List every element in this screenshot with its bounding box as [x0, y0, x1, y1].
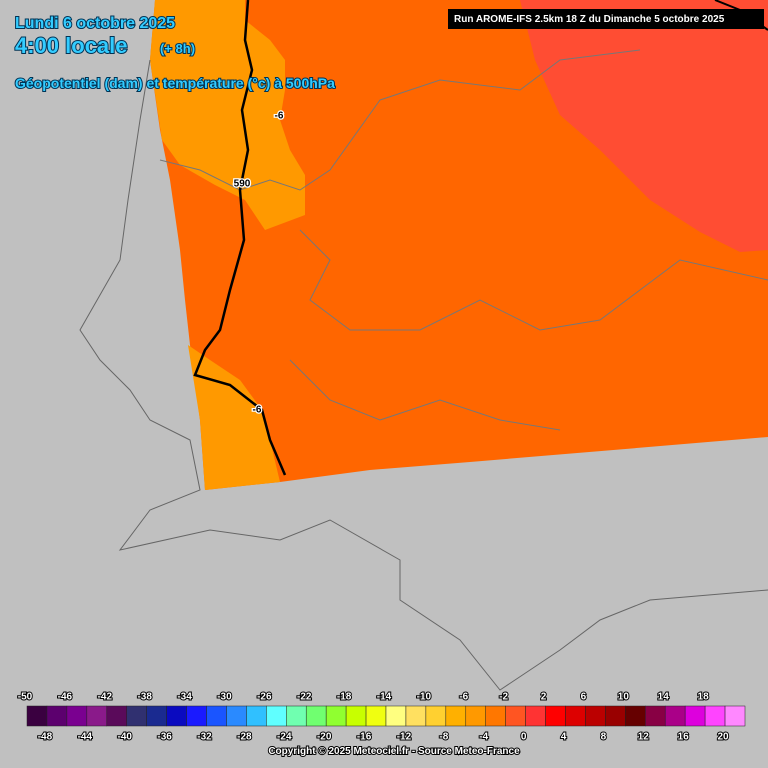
colorbar-swatch [545, 705, 566, 727]
parameter: Géopotentiel (dam) et température (°c) à… [15, 75, 335, 91]
colorbar-label: -32 [197, 732, 212, 743]
colorbar-label: -40 [117, 732, 132, 743]
colorbar-swatch [684, 705, 706, 727]
map-label: -6 [275, 111, 284, 122]
forecast-time: 4:00 locale [15, 33, 128, 58]
colorbar-swatch [525, 705, 546, 727]
colorbar-label: -22 [297, 692, 312, 703]
colorbar-swatch [625, 705, 646, 727]
colorbar-label: 10 [618, 692, 630, 703]
colorbar-label: 16 [678, 732, 690, 743]
colorbar-label: -38 [137, 692, 152, 703]
region-border [289, 359, 561, 431]
colorbar-swatch [166, 705, 187, 727]
lead-time: (+ 8h) [160, 41, 195, 56]
colorbar-label: -12 [397, 732, 412, 743]
colorbar-label: -50 [18, 692, 33, 703]
colorbar-swatch [385, 705, 407, 727]
colorbar-swatch [405, 705, 427, 727]
colorbar-swatch [664, 705, 686, 727]
colorbar-swatch [66, 705, 88, 727]
colorbar-label: -2 [499, 692, 508, 703]
colorbar-label: -16 [357, 732, 372, 743]
colorbar-swatch [246, 705, 267, 727]
colorbar-swatch [206, 705, 227, 727]
colorbar-swatch [704, 705, 726, 727]
colorbar-swatch [505, 705, 526, 727]
run-info: Run AROME-IFS 2.5km 18 Z du Dimanche 5 o… [454, 14, 725, 25]
colorbar-label: 18 [698, 692, 710, 703]
colorbar: -50-48-46-44-42-40-38-36-34-32-30-28-26-… [17, 691, 746, 744]
colorbar-swatch [106, 705, 127, 727]
colorbar-swatch [345, 705, 367, 727]
colorbar-swatch [425, 705, 447, 727]
colorbar-swatch [266, 705, 287, 727]
colorbar-swatch [445, 705, 467, 727]
region-border [159, 49, 641, 191]
colorbar-label: 6 [581, 692, 587, 703]
forecast-date: Lundi 6 octobre 2025 [15, 15, 175, 32]
colorbar-label: -6 [459, 692, 468, 703]
colorbar-label: 12 [638, 732, 650, 743]
temp-zone-minus-6-south [188, 345, 280, 490]
colorbar-label: -28 [237, 732, 252, 743]
colorbar-label: 8 [601, 732, 607, 743]
map-label: -6 [253, 405, 262, 416]
colorbar-swatch [585, 705, 606, 727]
copyright: Copyright © 2025 Meteociel.fr - Source M… [268, 746, 520, 757]
colorbar-label: -46 [58, 692, 73, 703]
colorbar-swatch [126, 705, 147, 727]
colorbar-label: -34 [177, 692, 192, 703]
temp-zone-minus-6 [150, 0, 305, 230]
colorbar-label: -30 [217, 692, 232, 703]
colorbar-swatch [365, 705, 387, 727]
colorbar-swatch [325, 705, 347, 727]
colorbar-label: -26 [257, 692, 272, 703]
map-label: 590 [234, 179, 251, 190]
colorbar-label: -24 [277, 732, 292, 743]
run-box [448, 9, 764, 29]
colorbar-swatch [186, 705, 207, 727]
country-border [193, 0, 287, 476]
temp-zone-minus-2 [520, 0, 768, 252]
colorbar-label: 14 [658, 692, 670, 703]
colorbar-label: -10 [417, 692, 432, 703]
colorbar-label: -14 [377, 692, 392, 703]
colorbar-label: -20 [317, 732, 332, 743]
colorbar-swatch [305, 705, 327, 727]
colorbar-label: -44 [78, 732, 93, 743]
colorbar-swatch [645, 705, 666, 727]
colorbar-label: -8 [439, 732, 448, 743]
coastline [79, 59, 768, 691]
colorbar-swatch [465, 705, 486, 727]
colorbar-swatch [605, 705, 626, 727]
colorbar-label: 20 [717, 732, 729, 743]
colorbar-label: -4 [479, 732, 488, 743]
colorbar-swatch [286, 705, 307, 727]
colorbar-swatch [226, 705, 247, 727]
colorbar-swatch [565, 705, 586, 727]
colorbar-label: -48 [38, 732, 53, 743]
colorbar-swatch [485, 705, 506, 727]
colorbar-label: 2 [541, 692, 547, 703]
colorbar-label: 0 [521, 732, 527, 743]
region-border [299, 229, 768, 331]
colorbar-label: -18 [337, 692, 352, 703]
colorbar-label: -36 [157, 732, 172, 743]
colorbar-label: 4 [561, 732, 567, 743]
colorbar-swatch [146, 705, 167, 727]
colorbar-label: -42 [98, 692, 113, 703]
colorbar-swatch [86, 705, 108, 727]
colorbar-swatch [26, 705, 48, 727]
colorbar-swatch [46, 705, 68, 727]
colorbar-swatch [724, 705, 746, 727]
